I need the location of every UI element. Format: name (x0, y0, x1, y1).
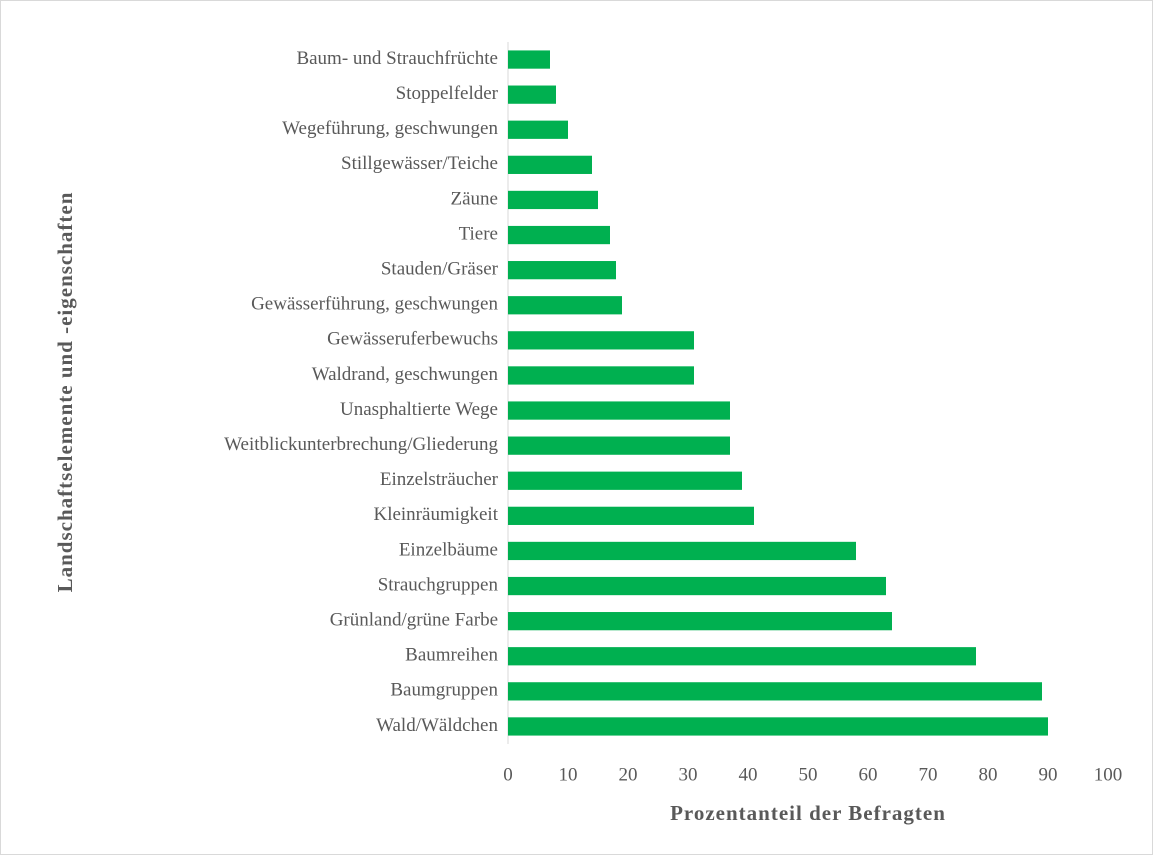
y-tick-label: Baum- und Strauchfrüchte (296, 48, 498, 69)
bar (508, 120, 568, 139)
bar (508, 576, 886, 596)
y-tick-label: Stillgewässer/Teiche (341, 153, 498, 174)
y-tick-label: Tiere (459, 223, 498, 244)
x-tick-label: 80 (979, 764, 998, 785)
x-tick-label: 10 (559, 764, 578, 785)
y-tick-label: Weitblickunterbrechung/Gliederung (224, 434, 498, 455)
y-tick-label: Unasphaltierte Wege (340, 399, 498, 420)
y-tick-label: Strauchgruppen (378, 574, 499, 595)
bar (508, 541, 856, 561)
bar (508, 190, 598, 210)
bar (508, 225, 610, 245)
bar (508, 401, 730, 420)
y-tick-label: Stauden/Gräser (381, 259, 499, 280)
bar (508, 331, 694, 350)
bar (508, 506, 754, 525)
y-tick-label: Zäune (451, 188, 498, 209)
y-tick-label: Baumreihen (405, 645, 498, 666)
x-tick-label: 0 (503, 764, 513, 785)
bar (508, 682, 1042, 701)
bar (508, 155, 592, 174)
y-tick-label: Baumgruppen (390, 680, 498, 701)
bar (508, 612, 892, 631)
x-tick-label: 20 (619, 764, 638, 785)
bar (508, 50, 550, 69)
y-tick-label: Gewässeruferbewuchs (327, 329, 498, 350)
bar (508, 366, 694, 385)
y-axis-title: Landschaftselemente und -eigenschaften (53, 192, 77, 593)
y-tick-label: Stoppelfelder (396, 83, 499, 104)
y-tick-label: Einzelsträucher (380, 469, 499, 490)
x-tick-label: 50 (799, 764, 818, 785)
y-tick-label: Kleinräumigkeit (373, 504, 498, 525)
bar (508, 261, 616, 280)
bar (508, 436, 730, 455)
x-tick-label: 60 (859, 764, 878, 785)
x-tick-label: 70 (919, 764, 938, 785)
y-tick-label: Wegeführung, geschwungen (282, 118, 498, 139)
y-tick-label: Gewässerführung, geschwungen (251, 294, 498, 315)
y-tick-label: Grünland/grüne Farbe (330, 610, 498, 631)
bar (508, 296, 622, 315)
x-tick-label: 100 (1094, 764, 1123, 785)
bar (508, 85, 556, 104)
bar (508, 717, 1048, 736)
x-tick-label: 90 (1039, 764, 1058, 785)
x-tick-label: 40 (739, 764, 758, 785)
x-tick-label: 30 (679, 764, 698, 785)
y-tick-label: Einzelbäume (399, 539, 498, 560)
bar (508, 471, 742, 490)
x-axis-title: Prozentanteil der Befragten (670, 801, 946, 825)
bar (508, 647, 976, 666)
y-tick-label: Wald/Wäldchen (376, 715, 498, 736)
y-tick-label: Waldrand, geschwungen (312, 364, 499, 385)
